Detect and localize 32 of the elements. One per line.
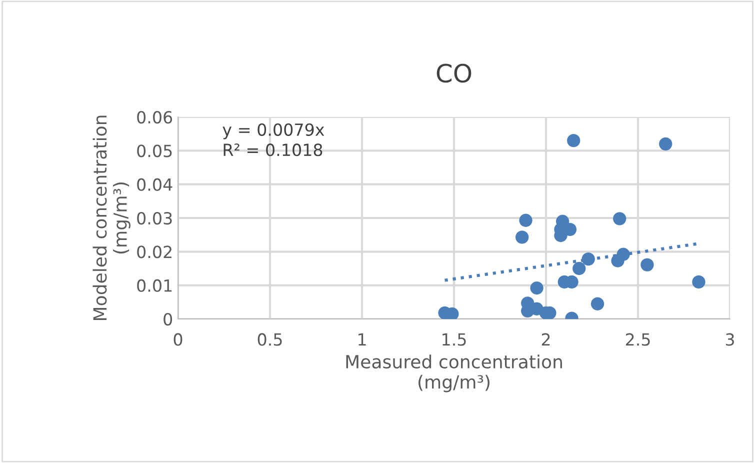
annotation: R² = 0.1018 <box>224 144 322 156</box>
y-tick-label: 0.01 <box>137 279 172 292</box>
point <box>590 297 604 310</box>
point <box>530 281 544 295</box>
point <box>519 214 532 227</box>
y-tick-label: 0.02 <box>137 246 172 258</box>
y-tick-label: 0.05 <box>137 144 172 158</box>
x-tick-label: 1.5 <box>442 333 466 346</box>
point <box>692 275 706 289</box>
point <box>659 137 672 151</box>
x-tick-label: 0 <box>174 333 182 346</box>
point <box>640 258 654 272</box>
point <box>572 262 586 276</box>
x-axis-title: Measured concentration (mg/m³) <box>346 354 562 392</box>
annotation: y = 0.0079x <box>222 123 324 140</box>
point <box>613 212 626 226</box>
x-tick-label: 1 <box>358 333 366 346</box>
x-tick-label: 0.5 <box>258 333 282 346</box>
x-tick-label: 2.5 <box>626 333 650 346</box>
x-tick-label: 2 <box>542 333 550 346</box>
point <box>446 307 459 319</box>
point <box>616 248 630 261</box>
y-tick-label: 0.03 <box>137 212 172 225</box>
point <box>515 230 529 244</box>
x-tick-label: 3 <box>726 333 734 346</box>
y-tick-label: 0.04 <box>137 178 172 191</box>
point <box>582 252 595 266</box>
y-tick-label: 0 <box>164 312 172 326</box>
y-tick-label: 0.06 <box>137 110 172 124</box>
point <box>567 134 580 148</box>
chart-title: CO <box>436 64 472 83</box>
y-axis-title: Modeled concentration (mg/m³) <box>92 116 130 320</box>
